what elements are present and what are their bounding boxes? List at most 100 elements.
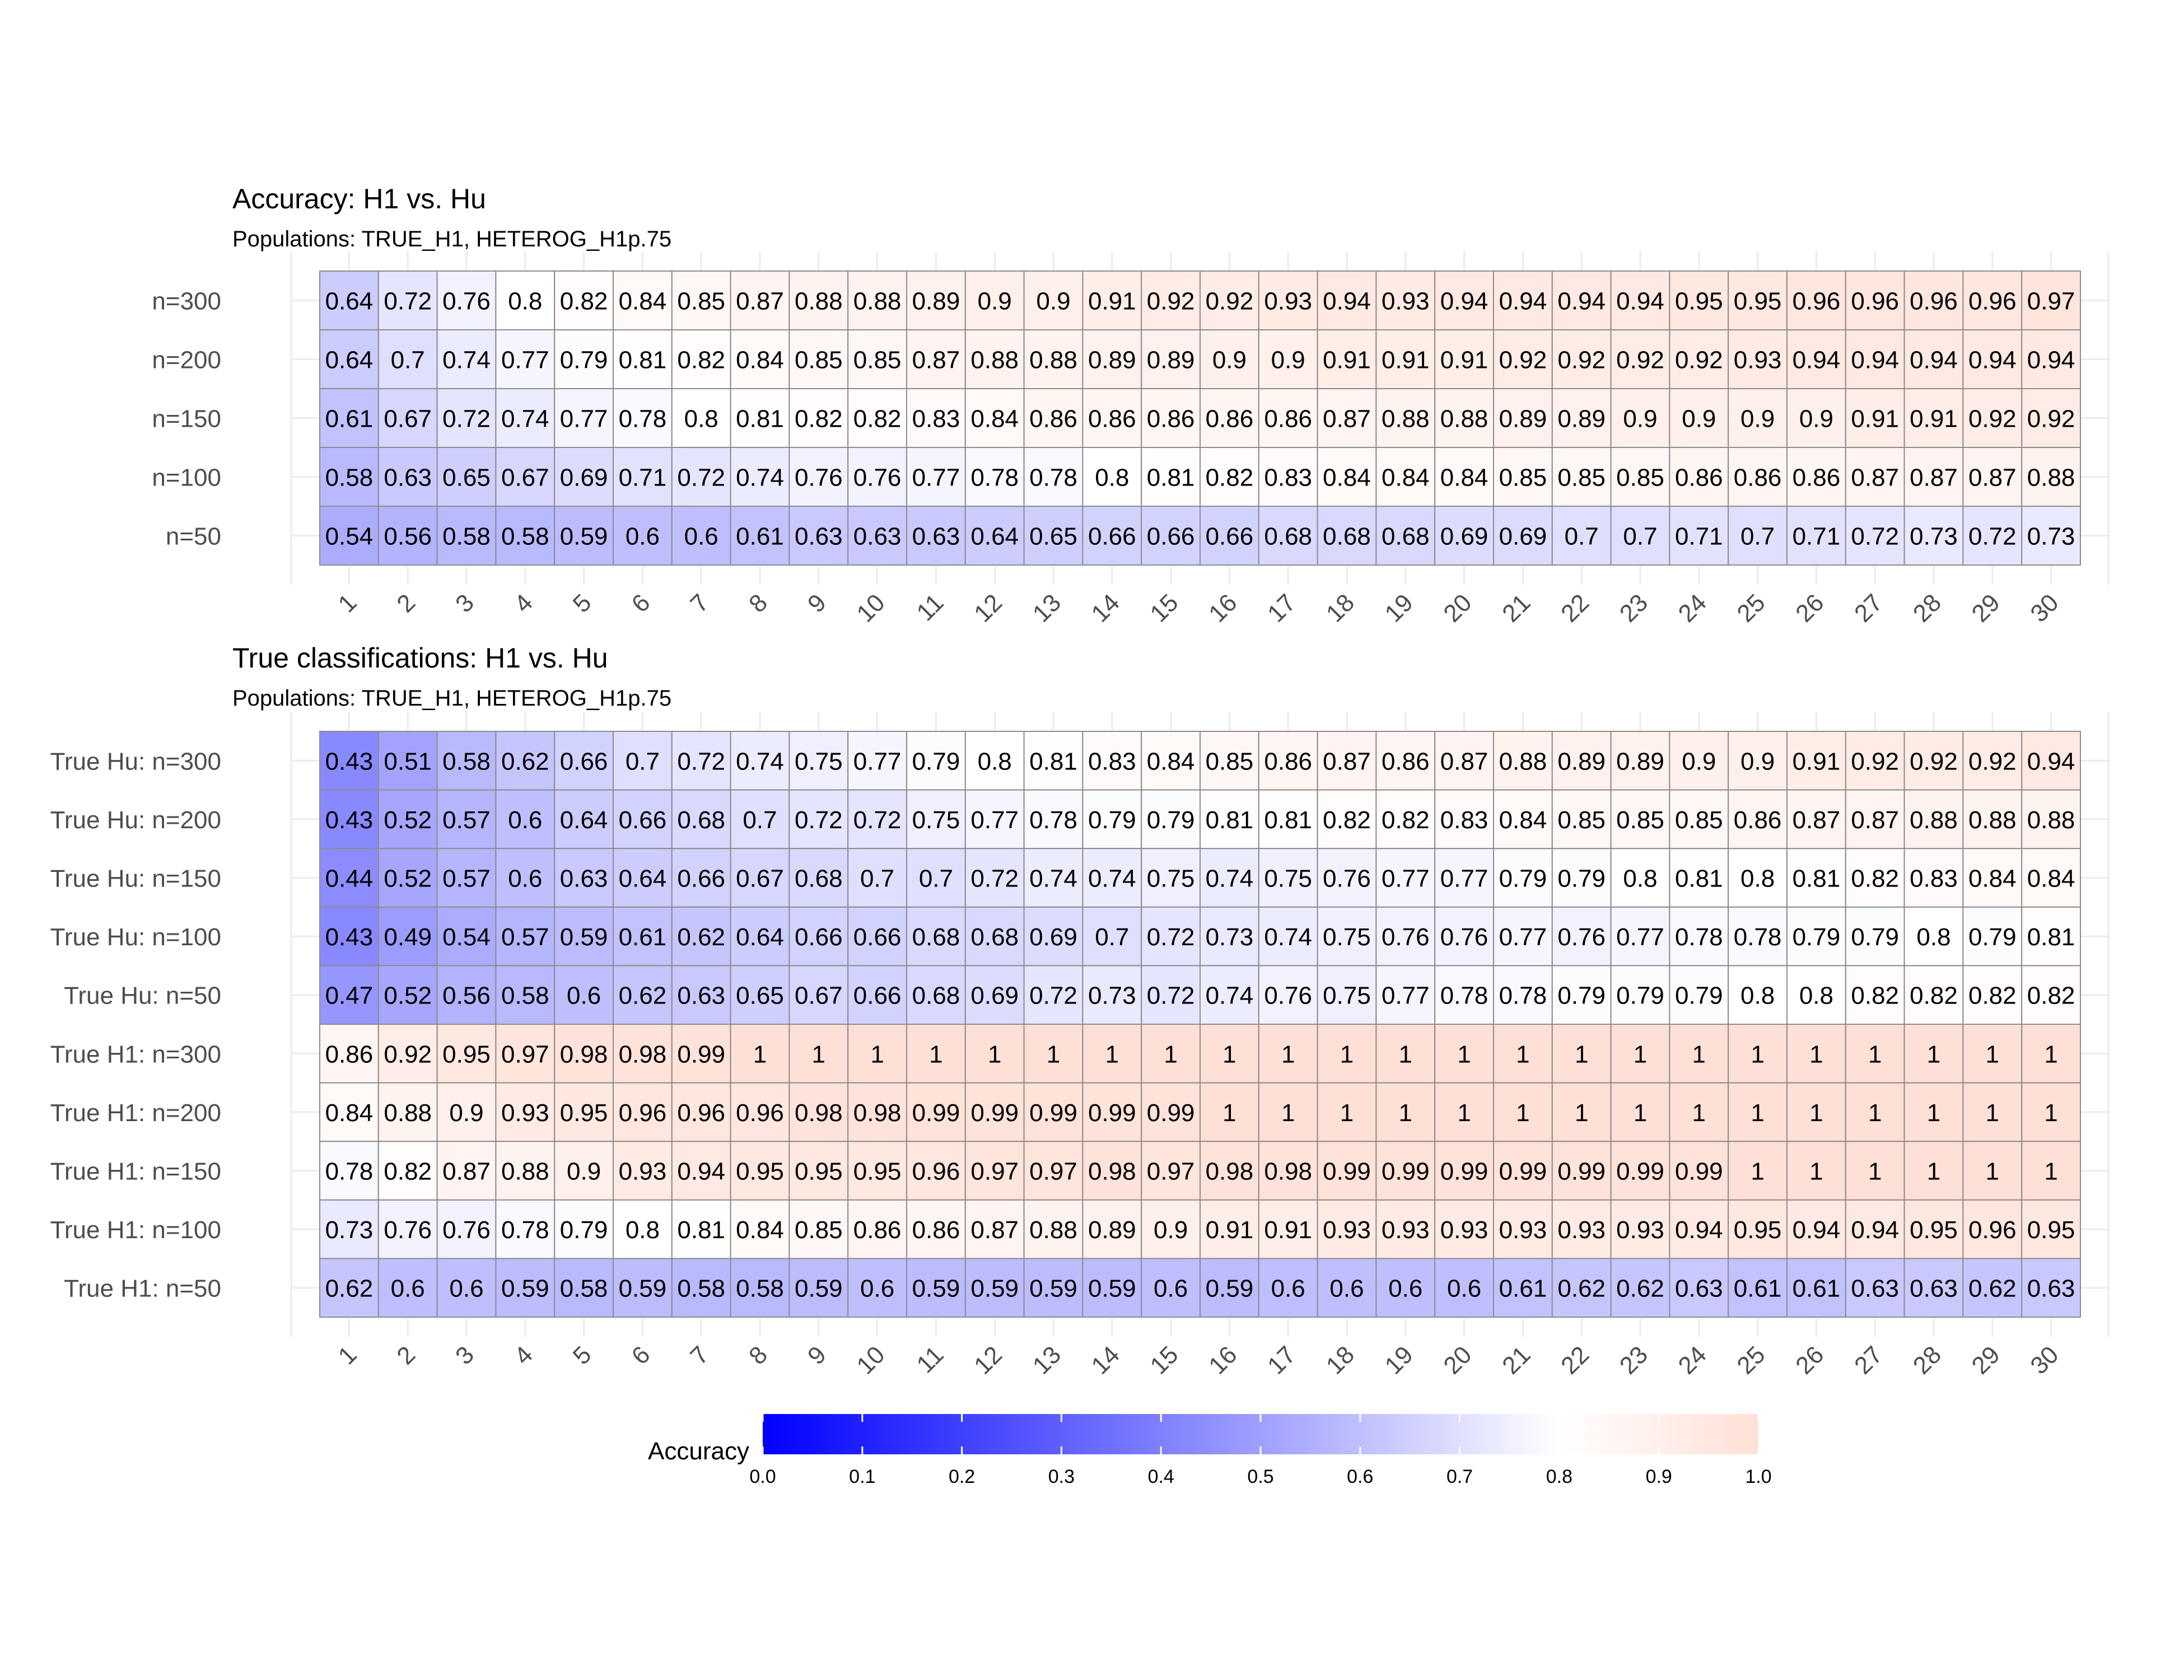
y-axis-labels: True Hu: n=300 True Hu: n=200 True Hu: n=1… (50, 748, 221, 1302)
cell-value-label: 0.81 (1793, 865, 1841, 893)
cell-value-label: 0.93 (1264, 288, 1312, 315)
cell-value-label: 0.88 (2027, 806, 2075, 834)
heatmap-cell (1258, 1082, 1318, 1142)
x-axis-label: 1 (333, 1341, 362, 1370)
cell-value-label: 0.85 (1206, 748, 1254, 775)
cell-value-label: 0.89 (912, 288, 960, 315)
cell-value-label: 0.63 (2027, 1275, 2075, 1303)
heatmap-cell (1728, 329, 1788, 389)
cell-value-label: 1 (1222, 1040, 1236, 1068)
cell-value-label: 0.7 (1623, 523, 1657, 550)
cell-value-label: 0.79 (1851, 923, 1899, 951)
heatmap-cell (1962, 1258, 2023, 1318)
x-axis-label: 19 (1380, 589, 1418, 627)
heatmap-cell (847, 506, 907, 566)
heatmap-cell (554, 1082, 614, 1142)
cell-value-label: 0.77 (1382, 982, 1430, 1010)
y-axis-label: True Hu: n=300 (50, 748, 221, 775)
heatmap-cell (2021, 1199, 2081, 1259)
heatmap-cell (1845, 789, 1905, 850)
cell-value-label: 0.73 (1910, 523, 1958, 550)
cell-value-label: 0.75 (912, 806, 960, 834)
cell-value-label: 0.89 (1499, 405, 1547, 433)
heatmap-cell (964, 906, 1025, 967)
cell-value-label: 1 (1281, 1040, 1295, 1068)
cell-value-label: 0.88 (1382, 405, 1430, 433)
cell-value-label: 0.82 (1968, 982, 2017, 1010)
heatmap-cell (613, 1199, 673, 1259)
heatmap-cell (1551, 388, 1612, 448)
cell-value-label: 0.61 (619, 923, 667, 951)
cell-value-label: 0.8 (1095, 464, 1129, 492)
cell-value-label: 1 (1868, 1158, 1882, 1186)
cell-value-label: 0.99 (1147, 1099, 1195, 1127)
heatmap-cell (906, 965, 966, 1025)
cell-value-label: 0.93 (619, 1158, 667, 1186)
heatmap-cell (1375, 506, 1436, 566)
cell-value-label: 0.92 (1968, 748, 2017, 775)
heatmap-cell (847, 1199, 907, 1259)
cell-value-label: 0.86 (1088, 405, 1136, 433)
cell-value-label: 0.9 (1036, 288, 1070, 315)
heatmap-cell (1962, 731, 2023, 791)
heatmap-cell (319, 965, 379, 1025)
cell-value-label: 0.57 (501, 923, 549, 951)
heatmap-cell (964, 1082, 1025, 1142)
heatmap-cell (1493, 906, 1553, 967)
cell-value-label: 0.64 (325, 347, 374, 374)
cell-value-label: 0.88 (1910, 806, 1958, 834)
heatmap-cell (730, 270, 790, 330)
cell-value-label: 0.63 (560, 865, 608, 893)
heatmap-cell (730, 329, 790, 389)
heatmap-cell (319, 1199, 379, 1259)
cell-value-label: 0.84 (1499, 806, 1547, 834)
heatmap-cell (1493, 1082, 1553, 1142)
heatmap-cell (1903, 1199, 1964, 1259)
heatmap-cell (671, 789, 731, 850)
cell-value-label: 0.95 (1910, 1216, 1958, 1244)
cell-value-label: 0.78 (1499, 982, 1547, 1010)
heatmap-cell (554, 1024, 614, 1084)
cell-value-label: 0.69 (1029, 923, 1077, 951)
heatmap-cell (2021, 447, 2081, 507)
cell-value-label: 0.82 (1323, 806, 1371, 834)
heatmap-cell (554, 1258, 614, 1318)
heatmap-cell (788, 965, 849, 1025)
cell-value-label: 0.75 (795, 748, 843, 775)
heatmap-cell (1903, 388, 1964, 448)
x-axis-label: 30 (2025, 1341, 2064, 1379)
cell-value-label: 1 (1575, 1040, 1588, 1068)
x-axis-label: 4 (509, 1341, 538, 1370)
heatmap-cell (906, 1024, 966, 1084)
heatmap-cell (1845, 906, 1905, 967)
cell-value-label: 0.87 (970, 1216, 1019, 1244)
cell-value-label: 0.88 (384, 1099, 432, 1127)
cell-value-label: 0.86 (1264, 405, 1312, 433)
cell-value-label: 0.63 (384, 464, 432, 492)
heatmap-cell (436, 329, 497, 389)
heatmap-cell (2021, 329, 2081, 389)
cell-value-label: 0.99 (970, 1099, 1019, 1127)
x-axis-label: 9 (802, 589, 832, 618)
heatmap-cell (554, 447, 614, 507)
heatmap-cell (906, 329, 966, 389)
cell-value-label: 0.7 (391, 347, 425, 374)
cell-value-label: 0.79 (912, 748, 960, 775)
cell-value-label: 0.99 (1323, 1158, 1371, 1186)
cell-value-label: 0.85 (1557, 806, 1606, 834)
cell-value-label: 0.88 (853, 288, 902, 315)
cell-value-label: 0.92 (384, 1040, 432, 1068)
cell-value-label: 0.99 (1499, 1158, 1547, 1186)
cell-value-label: 0.58 (442, 523, 491, 550)
cell-value-label: 0.71 (619, 464, 667, 492)
heatmap-cell (1786, 906, 1846, 967)
cell-value-label: 1 (1105, 1040, 1119, 1068)
cell-value-label: 0.85 (1499, 464, 1547, 492)
heatmap-cell (1023, 270, 1084, 330)
x-axis-label: 14 (1086, 589, 1125, 627)
heatmap-cell (788, 1082, 849, 1142)
heatmap-cell (671, 1141, 731, 1201)
heatmap-cell (906, 848, 966, 908)
cell-value-label: 0.66 (853, 923, 902, 951)
heatmap-cell (1610, 1258, 1670, 1318)
